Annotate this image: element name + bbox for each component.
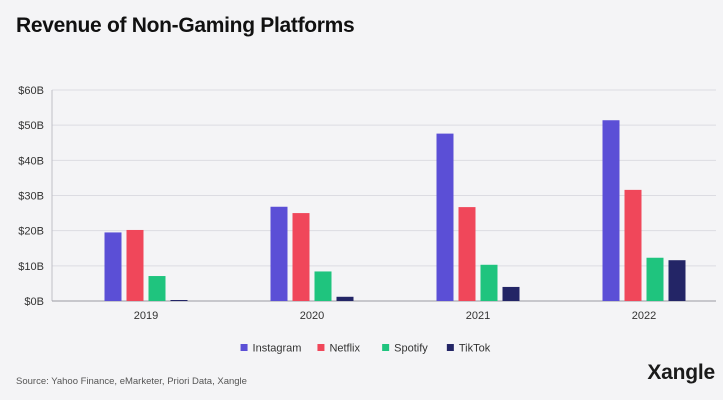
y-tick-label: $60B	[18, 85, 44, 97]
x-tick-label: 2021	[466, 310, 490, 322]
y-tick-label: $40B	[18, 155, 44, 167]
x-tick-label: 2022	[632, 310, 656, 322]
bar-spotify-2020	[314, 271, 332, 301]
legend-label-tiktok: TikTok	[459, 343, 491, 355]
bar-spotify-2021	[480, 264, 498, 301]
x-tick-label: 2020	[300, 310, 324, 322]
legend: Instagram Netflix Spotify TikTok	[240, 343, 491, 355]
x-axis: 2019 2020 2021 2022	[134, 310, 656, 322]
bar-spotify-2022	[646, 257, 664, 301]
brand-logo: Xangle	[647, 361, 715, 384]
bar-tiktok-2021	[502, 286, 520, 301]
bar-instagram-2020	[270, 206, 288, 301]
source-note: Source: Yahoo Finance, eMarketer, Priori…	[16, 376, 247, 387]
bar-netflix-2019	[126, 229, 144, 301]
legend-label-instagram: Instagram	[253, 343, 302, 355]
bar-netflix-2022	[624, 189, 642, 301]
bars	[104, 120, 686, 301]
x-tick-label: 2019	[134, 310, 158, 322]
bar-instagram-2022	[602, 120, 620, 301]
y-tick-label: $30B	[18, 191, 44, 203]
chart-title: Revenue of Non-Gaming Platforms	[16, 14, 355, 37]
bar-tiktok-2019	[170, 300, 188, 301]
bar-tiktok-2020	[336, 296, 354, 301]
bar-spotify-2019	[148, 276, 166, 301]
bar-instagram-2019	[104, 232, 122, 301]
y-tick-label: $50B	[18, 120, 44, 132]
bar-instagram-2021	[436, 133, 454, 301]
y-tick-label: $0B	[24, 296, 44, 308]
legend-swatch-tiktok	[446, 344, 454, 351]
bar-tiktok-2022	[668, 260, 686, 301]
legend-label-netflix: Netflix	[329, 343, 360, 355]
legend-label-spotify: Spotify	[394, 343, 428, 355]
legend-swatch-spotify	[382, 344, 390, 351]
y-tick-label: $10B	[18, 261, 44, 273]
y-tick-label: $20B	[18, 226, 44, 238]
bar-netflix-2020	[292, 213, 310, 301]
bar-netflix-2021	[458, 207, 476, 301]
legend-swatch-netflix	[317, 344, 325, 351]
legend-swatch-instagram	[240, 344, 248, 351]
